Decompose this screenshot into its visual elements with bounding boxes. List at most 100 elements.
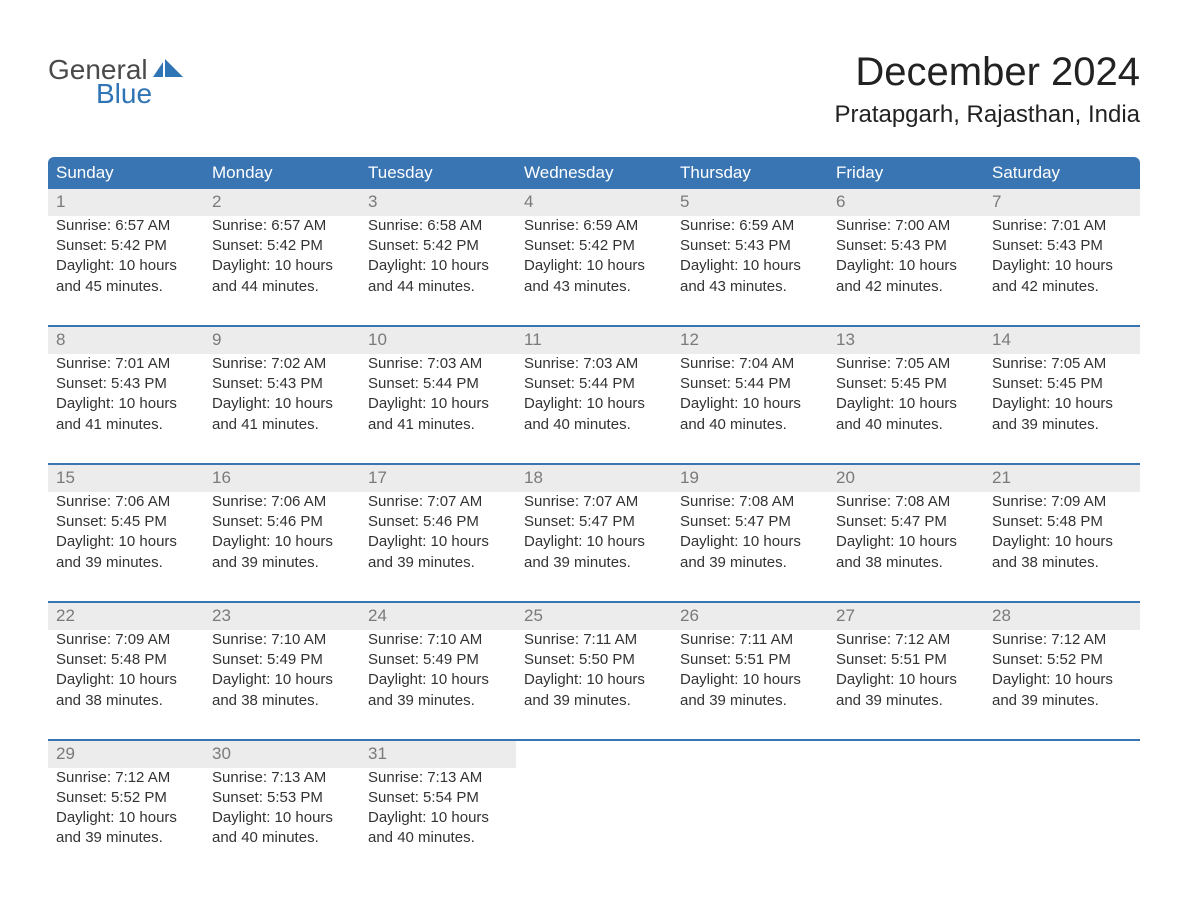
day-info-cell: Sunrise: 7:08 AMSunset: 5:47 PMDaylight:… (828, 492, 984, 602)
day-number-row: 1234567 (48, 189, 1140, 216)
sunset-line: Sunset: 5:54 PM (368, 788, 508, 808)
daylight-line: Daylight: 10 hours and 43 minutes. (680, 256, 820, 297)
day-number-cell: 30 (204, 740, 360, 768)
sunset-line: Sunset: 5:42 PM (56, 236, 196, 256)
daylight-line: Daylight: 10 hours and 39 minutes. (212, 532, 352, 573)
sunset-line: Sunset: 5:53 PM (212, 788, 352, 808)
day-number-cell: 27 (828, 602, 984, 630)
day-info-cell: Sunrise: 7:07 AMSunset: 5:46 PMDaylight:… (360, 492, 516, 602)
day-info-cell: Sunrise: 7:01 AMSunset: 5:43 PMDaylight:… (48, 354, 204, 464)
day-number-cell: 2 (204, 189, 360, 216)
daylight-line: Daylight: 10 hours and 39 minutes. (368, 532, 508, 573)
sunset-line: Sunset: 5:52 PM (56, 788, 196, 808)
logo-word-blue: Blue (96, 80, 183, 108)
sunrise-line: Sunrise: 7:04 AM (680, 354, 820, 374)
sunset-line: Sunset: 5:45 PM (836, 374, 976, 394)
sunrise-line: Sunrise: 7:09 AM (992, 492, 1132, 512)
daylight-line: Daylight: 10 hours and 39 minutes. (56, 532, 196, 573)
day-number-cell: 25 (516, 602, 672, 630)
daylight-line: Daylight: 10 hours and 39 minutes. (680, 532, 820, 573)
daylight-line: Daylight: 10 hours and 39 minutes. (368, 670, 508, 711)
day-info-cell: Sunrise: 7:06 AMSunset: 5:46 PMDaylight:… (204, 492, 360, 602)
sunrise-line: Sunrise: 7:07 AM (368, 492, 508, 512)
weekday-header-row: SundayMondayTuesdayWednesdayThursdayFrid… (48, 157, 1140, 189)
day-number-cell: 12 (672, 326, 828, 354)
day-number-row: 891011121314 (48, 326, 1140, 354)
day-number-cell: 9 (204, 326, 360, 354)
sunset-line: Sunset: 5:45 PM (56, 512, 196, 532)
sunrise-line: Sunrise: 7:05 AM (836, 354, 976, 374)
calendar-body: 1234567Sunrise: 6:57 AMSunset: 5:42 PMDa… (48, 189, 1140, 877)
day-number-cell: 20 (828, 464, 984, 492)
sunrise-line: Sunrise: 7:01 AM (992, 216, 1132, 236)
sunrise-line: Sunrise: 7:06 AM (56, 492, 196, 512)
day-info-cell: Sunrise: 7:12 AMSunset: 5:52 PMDaylight:… (984, 630, 1140, 740)
sunset-line: Sunset: 5:48 PM (992, 512, 1132, 532)
day-info-row: Sunrise: 6:57 AMSunset: 5:42 PMDaylight:… (48, 216, 1140, 326)
sunrise-line: Sunrise: 6:59 AM (524, 216, 664, 236)
sunrise-line: Sunrise: 7:03 AM (368, 354, 508, 374)
page-header: General Blue December 2024 Pratapgarh, R… (48, 50, 1140, 129)
daylight-line: Daylight: 10 hours and 39 minutes. (524, 670, 664, 711)
day-number-cell: 21 (984, 464, 1140, 492)
sunrise-line: Sunrise: 7:12 AM (992, 630, 1132, 650)
day-number-cell: 7 (984, 189, 1140, 216)
daylight-line: Daylight: 10 hours and 40 minutes. (836, 394, 976, 435)
daylight-line: Daylight: 10 hours and 38 minutes. (836, 532, 976, 573)
day-info-cell: Sunrise: 7:06 AMSunset: 5:45 PMDaylight:… (48, 492, 204, 602)
day-info-cell: Sunrise: 6:59 AMSunset: 5:43 PMDaylight:… (672, 216, 828, 326)
daylight-line: Daylight: 10 hours and 41 minutes. (56, 394, 196, 435)
daylight-line: Daylight: 10 hours and 40 minutes. (212, 808, 352, 849)
sunset-line: Sunset: 5:45 PM (992, 374, 1132, 394)
day-number-cell: 15 (48, 464, 204, 492)
calendar-table: SundayMondayTuesdayWednesdayThursdayFrid… (48, 157, 1140, 877)
day-info-cell: Sunrise: 7:11 AMSunset: 5:51 PMDaylight:… (672, 630, 828, 740)
day-info-cell: Sunrise: 6:57 AMSunset: 5:42 PMDaylight:… (48, 216, 204, 326)
day-info-cell (828, 768, 984, 877)
weekday-header: Tuesday (360, 157, 516, 189)
sunset-line: Sunset: 5:49 PM (212, 650, 352, 670)
sunset-line: Sunset: 5:43 PM (212, 374, 352, 394)
day-number-row: 15161718192021 (48, 464, 1140, 492)
sunset-line: Sunset: 5:47 PM (680, 512, 820, 532)
day-info-cell: Sunrise: 6:59 AMSunset: 5:42 PMDaylight:… (516, 216, 672, 326)
daylight-line: Daylight: 10 hours and 38 minutes. (56, 670, 196, 711)
day-number-cell: 18 (516, 464, 672, 492)
weekday-header: Saturday (984, 157, 1140, 189)
day-info-cell: Sunrise: 7:12 AMSunset: 5:52 PMDaylight:… (48, 768, 204, 877)
day-info-cell: Sunrise: 7:10 AMSunset: 5:49 PMDaylight:… (204, 630, 360, 740)
daylight-line: Daylight: 10 hours and 39 minutes. (56, 808, 196, 849)
day-info-cell: Sunrise: 7:13 AMSunset: 5:54 PMDaylight:… (360, 768, 516, 877)
sunset-line: Sunset: 5:42 PM (212, 236, 352, 256)
day-info-cell: Sunrise: 7:12 AMSunset: 5:51 PMDaylight:… (828, 630, 984, 740)
day-number-cell: 4 (516, 189, 672, 216)
sunrise-line: Sunrise: 6:58 AM (368, 216, 508, 236)
sunrise-line: Sunrise: 7:12 AM (836, 630, 976, 650)
day-number-cell: 24 (360, 602, 516, 630)
day-number-cell (672, 740, 828, 768)
daylight-line: Daylight: 10 hours and 42 minutes. (836, 256, 976, 297)
sunrise-line: Sunrise: 7:07 AM (524, 492, 664, 512)
daylight-line: Daylight: 10 hours and 39 minutes. (992, 670, 1132, 711)
daylight-line: Daylight: 10 hours and 39 minutes. (836, 670, 976, 711)
sunrise-line: Sunrise: 7:11 AM (524, 630, 664, 650)
daylight-line: Daylight: 10 hours and 45 minutes. (56, 256, 196, 297)
day-info-cell: Sunrise: 7:01 AMSunset: 5:43 PMDaylight:… (984, 216, 1140, 326)
title-block: December 2024 Pratapgarh, Rajasthan, Ind… (834, 50, 1140, 129)
sunset-line: Sunset: 5:50 PM (524, 650, 664, 670)
sunset-line: Sunset: 5:44 PM (680, 374, 820, 394)
day-number-row: 293031 (48, 740, 1140, 768)
daylight-line: Daylight: 10 hours and 40 minutes. (680, 394, 820, 435)
day-info-cell: Sunrise: 7:10 AMSunset: 5:49 PMDaylight:… (360, 630, 516, 740)
day-number-cell: 5 (672, 189, 828, 216)
weekday-header: Wednesday (516, 157, 672, 189)
day-number-cell: 19 (672, 464, 828, 492)
daylight-line: Daylight: 10 hours and 40 minutes. (368, 808, 508, 849)
daylight-line: Daylight: 10 hours and 40 minutes. (524, 394, 664, 435)
sunrise-line: Sunrise: 6:57 AM (56, 216, 196, 236)
day-info-cell: Sunrise: 7:11 AMSunset: 5:50 PMDaylight:… (516, 630, 672, 740)
day-info-cell: Sunrise: 7:04 AMSunset: 5:44 PMDaylight:… (672, 354, 828, 464)
sunset-line: Sunset: 5:46 PM (368, 512, 508, 532)
day-number-cell: 31 (360, 740, 516, 768)
day-number-cell (984, 740, 1140, 768)
